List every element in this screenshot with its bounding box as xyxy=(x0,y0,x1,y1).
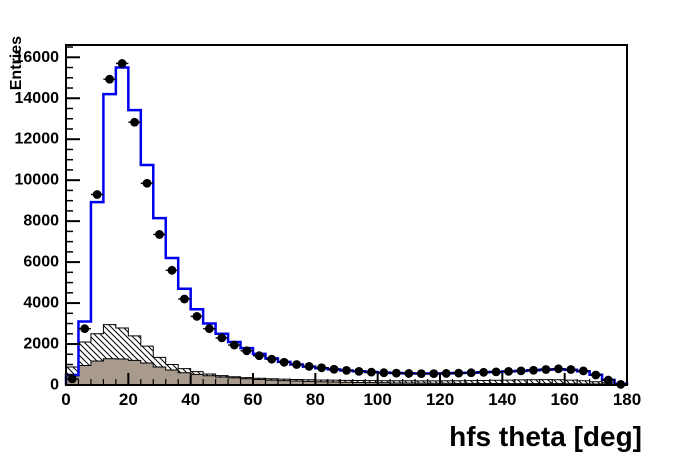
data-point-marker xyxy=(142,178,152,188)
data-point-marker xyxy=(342,365,351,375)
data-point-marker xyxy=(529,365,538,375)
data-point-marker xyxy=(67,374,77,384)
y-tick-label: 12000 xyxy=(15,131,60,148)
data-point-marker xyxy=(354,366,364,376)
x-tick-label: 20 xyxy=(119,390,138,409)
data-point-marker xyxy=(304,361,314,371)
data-point-marker xyxy=(367,367,376,377)
x-tick-label: 120 xyxy=(426,390,454,409)
plot-frame xyxy=(65,44,628,386)
axis-ticks: 0 2000 4000 6000 8000 10000 12000 14000 16000 0 20… xyxy=(15,46,641,409)
y-axis-title: Entries xyxy=(8,36,25,91)
data-point-marker xyxy=(516,366,526,376)
y-tick-label: 2000 xyxy=(23,336,59,353)
data-point-marker xyxy=(217,333,227,343)
data-point-marker xyxy=(229,340,239,350)
x-tick-label: 100 xyxy=(363,390,391,409)
data-point-marker xyxy=(404,369,414,378)
x-tick-label: 40 xyxy=(181,390,200,409)
data-point-marker xyxy=(117,59,127,68)
y-tick-label: 8000 xyxy=(23,213,59,230)
data-point-marker xyxy=(292,360,302,369)
y-tick-label: 6000 xyxy=(23,254,59,271)
data-point-marker xyxy=(130,117,139,127)
data-point-marker xyxy=(566,365,576,374)
data-point-marker xyxy=(578,366,588,376)
data-point-marker xyxy=(180,294,189,304)
x-axis-title: hfs theta [deg] xyxy=(449,421,642,452)
data-point-marker xyxy=(329,364,339,374)
x-tick-label: 80 xyxy=(306,390,325,409)
data-point-marker xyxy=(155,230,164,239)
data-point-marker xyxy=(192,311,202,321)
data-point-marker xyxy=(167,265,177,275)
data-point-marker xyxy=(80,324,90,334)
data-point-marker xyxy=(242,346,252,356)
data-point-marker xyxy=(603,375,613,385)
data-point-marker xyxy=(391,368,401,378)
mc-total-histogram xyxy=(64,66,629,386)
x-tick-label: 0 xyxy=(61,390,70,409)
data-point-marker xyxy=(441,369,451,378)
data-point-marker xyxy=(254,351,264,361)
data-point-marker xyxy=(317,363,326,373)
y-tick-label: 16000 xyxy=(15,49,60,66)
data-point-marker xyxy=(466,368,476,378)
data-point-marker xyxy=(504,366,513,376)
data-point-marker xyxy=(429,369,439,379)
data-point-marker xyxy=(491,367,501,377)
x-tick-label: 60 xyxy=(244,390,263,409)
data-point-marker xyxy=(616,379,626,389)
data-point-marker xyxy=(416,369,426,379)
data-point-marker xyxy=(479,367,489,377)
data-points xyxy=(66,59,627,389)
data-point-marker xyxy=(279,357,289,367)
data-point-marker xyxy=(591,370,601,380)
y-tick-label: 4000 xyxy=(23,295,59,312)
y-tick-label: 0 xyxy=(50,377,59,394)
data-point-marker xyxy=(454,368,464,378)
data-point-marker xyxy=(92,190,102,199)
data-point-marker xyxy=(541,365,551,374)
x-tick-label: 140 xyxy=(488,390,516,409)
data-point-marker xyxy=(554,364,563,374)
data-point-marker xyxy=(204,324,214,334)
data-point-marker xyxy=(105,74,115,84)
x-tick-label: 160 xyxy=(550,390,578,409)
y-tick-label: 10000 xyxy=(15,172,60,189)
y-tick-label: 14000 xyxy=(15,90,60,107)
data-point-marker xyxy=(267,354,277,364)
x-tick-label: 180 xyxy=(613,390,641,409)
data-point-marker xyxy=(379,368,389,378)
